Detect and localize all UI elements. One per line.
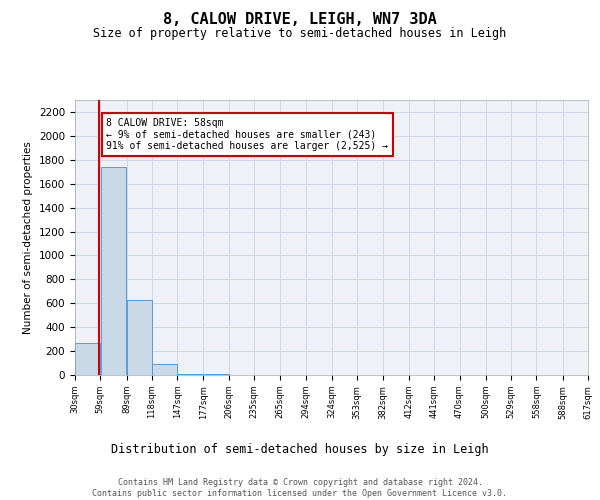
Y-axis label: Number of semi-detached properties: Number of semi-detached properties (23, 141, 34, 334)
Text: 8 CALOW DRIVE: 58sqm
← 9% of semi-detached houses are smaller (243)
91% of semi-: 8 CALOW DRIVE: 58sqm ← 9% of semi-detach… (106, 118, 388, 151)
Bar (152, 364, 177, 375)
Bar (178, 374, 203, 375)
Bar (127, 300, 152, 375)
Text: Distribution of semi-detached houses by size in Leigh: Distribution of semi-detached houses by … (111, 442, 489, 456)
Bar (203, 374, 229, 375)
Text: 8, CALOW DRIVE, LEIGH, WN7 3DA: 8, CALOW DRIVE, LEIGH, WN7 3DA (163, 12, 437, 28)
Text: Contains HM Land Registry data © Crown copyright and database right 2024.
Contai: Contains HM Land Registry data © Crown c… (92, 478, 508, 498)
Bar (75, 342, 100, 375)
Text: Size of property relative to semi-detached houses in Leigh: Size of property relative to semi-detach… (94, 28, 506, 40)
Bar (101, 167, 127, 375)
